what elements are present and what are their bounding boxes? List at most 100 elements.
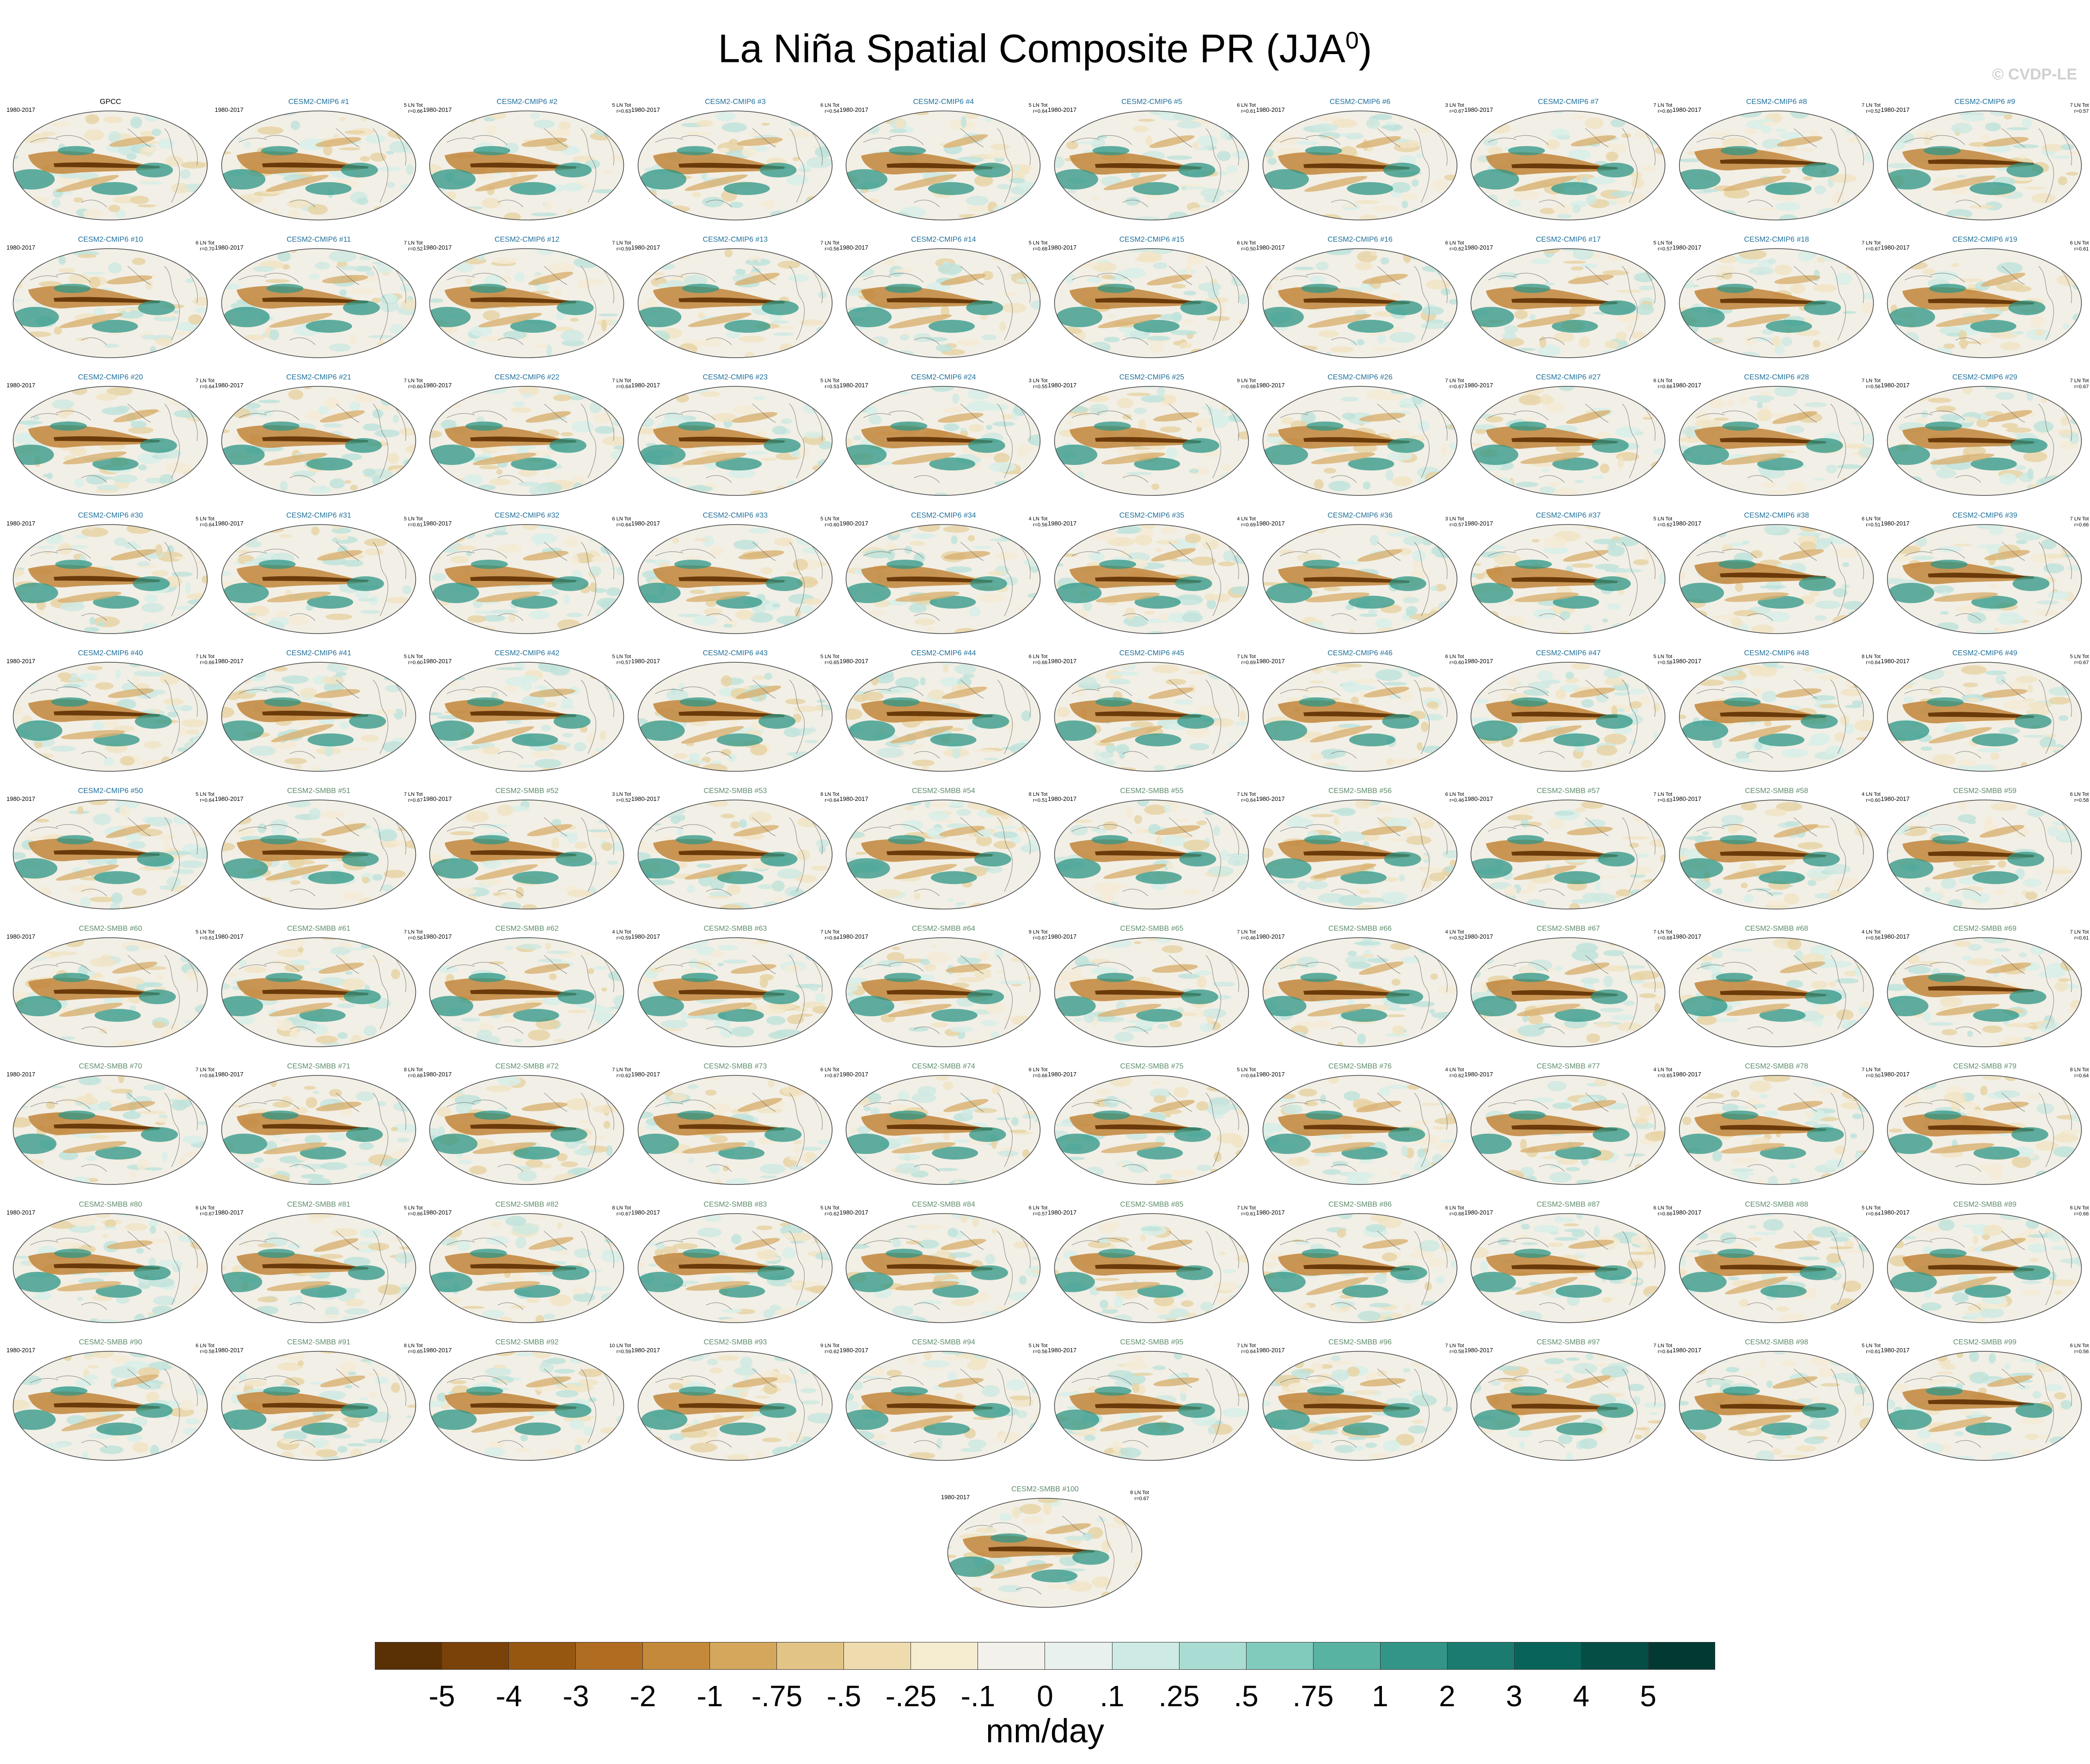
- panel-title: CESM2-SMBB #95: [1120, 1338, 1184, 1346]
- map-panel: CESM2-CMIP6 #32 1980-2017 6 LN Tot r=0.64: [423, 512, 631, 639]
- panel-stats: 5 LN Tot r=0.62: [1653, 516, 1673, 528]
- panel-title: CESM2-SMBB #94: [911, 1338, 975, 1346]
- panel-stats: 3 LN Tot r=0.57: [1445, 516, 1464, 528]
- colorbar-tick-label: -.25: [885, 1679, 937, 1713]
- panel-period: 1980-2017: [423, 1071, 452, 1078]
- title-text: La Niña Spatial Composite PR (JJA: [718, 26, 1345, 71]
- map-panel: CESM2-CMIP6 #21 1980-2017 7 LN Tot r=0.60: [215, 373, 423, 501]
- panel-title: CESM2-SMBB #96: [1328, 1338, 1392, 1346]
- panel-title: CESM2-SMBB #87: [1536, 1200, 1600, 1209]
- panel-map: [845, 524, 1041, 635]
- panel-period: 1980-2017: [6, 1071, 36, 1078]
- panel-stats: 4 LN Tot r=0.60: [1862, 792, 1881, 803]
- panel-map: [12, 385, 208, 496]
- panel-title: CESM2-CMIP6 #34: [911, 511, 976, 519]
- colorbar-swatch: [1045, 1642, 1112, 1670]
- map-panel: CESM2-CMIP6 #25 1980-2017 9 LN Tot r=0.68: [1048, 373, 1256, 501]
- panel-title: CESM2-CMIP6 #7: [1538, 98, 1599, 106]
- map-panel: CESM2-CMIP6 #41 1980-2017 5 LN Tot r=0.60: [215, 649, 423, 776]
- panel-map: [428, 661, 625, 772]
- panel-map: [1678, 937, 1875, 1048]
- panel-period: 1980-2017: [1464, 382, 1493, 389]
- panel-period: 1980-2017: [214, 382, 244, 389]
- panel-title: CESM2-SMBB #83: [703, 1200, 767, 1209]
- colorbar-tick-label: -1: [697, 1679, 723, 1713]
- panel-period: 1980-2017: [1048, 657, 1077, 665]
- panel-map: [1886, 799, 2083, 910]
- colorbar-swatch: [911, 1642, 978, 1670]
- panel-title: CESM2-SMBB #80: [79, 1200, 142, 1209]
- panel-stats: 8 LN Tot r=0.64: [1862, 653, 1881, 665]
- panel-period: 1980-2017: [839, 382, 868, 389]
- panel-period: 1980-2017: [631, 657, 660, 665]
- panel-map: [1470, 937, 1666, 1048]
- panel-period: 1980-2017: [1048, 244, 1077, 251]
- panel-map: [1886, 248, 2083, 359]
- panel-title: CESM2-SMBB #66: [1328, 925, 1392, 933]
- panel-stats: 7 LN Tot r=0.56: [820, 240, 839, 252]
- panel-map: [1053, 1350, 1250, 1461]
- panel-period: 1980-2017: [1672, 519, 1701, 527]
- colorbar-tick-label: 3: [1506, 1679, 1522, 1713]
- panel-period: 1980-2017: [631, 1071, 660, 1078]
- panel-map: [1053, 385, 1250, 496]
- panel-period: 1980-2017: [1672, 795, 1701, 802]
- panel-map: [1678, 1350, 1875, 1461]
- map-panel: CESM2-CMIP6 #13 1980-2017 7 LN Tot r=0.56: [631, 236, 839, 363]
- map-panel: CESM2-SMBB #73 1980-2017 6 LN Tot r=0.67: [631, 1062, 839, 1190]
- panel-map: [12, 1074, 208, 1185]
- panel-stats: 3 LN Tot r=0.55: [1028, 378, 1048, 390]
- panel-period: 1980-2017: [1672, 106, 1701, 113]
- panel-period: 1980-2017: [423, 519, 452, 527]
- panel-period: 1980-2017: [1464, 1209, 1493, 1216]
- panel-title: CESM2-SMBB #53: [703, 787, 767, 795]
- panel-map: [220, 1350, 417, 1461]
- map-panel: CESM2-CMIP6 #49 1980-2017 5 LN Tot r=0.67: [1881, 649, 2089, 776]
- panel-title: CESM2-CMIP6 #18: [1744, 236, 1809, 244]
- panel-map: [637, 524, 833, 635]
- panel-title: CESM2-CMIP6 #25: [1119, 373, 1185, 382]
- panel-period: 1980-2017: [1464, 1346, 1493, 1354]
- panel-period: 1980-2017: [1881, 657, 1910, 665]
- colorbar-tick-label: .5: [1234, 1679, 1259, 1713]
- panel-stats: 9 LN Tot r=0.68: [1237, 378, 1256, 390]
- panel-period: 1980-2017: [1464, 933, 1493, 940]
- panel-period: 1980-2017: [839, 795, 868, 802]
- panel-title: CESM2-CMIP6 #29: [1952, 373, 2017, 382]
- panel-stats: 7 LN Tot r=0.67: [403, 792, 423, 803]
- map-panel: CESM2-CMIP6 #5 1980-2017 6 LN Tot r=0.61: [1048, 98, 1256, 225]
- panel-map: [1886, 1213, 2083, 1324]
- colorbar-swatch: [1648, 1642, 1715, 1670]
- panel-period: 1980-2017: [1881, 1071, 1910, 1078]
- panel-map: [1053, 1074, 1250, 1185]
- panel-map: [220, 799, 417, 910]
- panel-stats: 6 LN Tot r=0.66: [1028, 653, 1048, 665]
- panel-stats: 5 LN Tot r=0.61: [1862, 1343, 1881, 1355]
- colorbar-tick-label: 4: [1573, 1679, 1589, 1713]
- panel-title: CESM2-CMIP6 #32: [494, 511, 560, 519]
- panel-title: CESM2-CMIP6 #9: [1954, 98, 2016, 106]
- panel-title: CESM2-CMIP6 #30: [78, 511, 143, 519]
- panel-map: [1470, 661, 1666, 772]
- panel-period: 1980-2017: [839, 519, 868, 527]
- panel-stats: 5 LN Tot r=0.63: [612, 103, 631, 114]
- map-panel: CESM2-SMBB #70 1980-2017 7 LN Tot r=0.66: [6, 1062, 214, 1190]
- colorbar-tick-label: .75: [1292, 1679, 1334, 1713]
- map-panel: CESM2-SMBB #90 1980-2017 6 LN Tot r=0.58: [6, 1338, 214, 1465]
- panel-title: CESM2-SMBB #71: [287, 1062, 351, 1071]
- colorbar-frame: [375, 1642, 1715, 1670]
- map-panel: CESM2-CMIP6 #6 1980-2017 3 LN Tot r=0.67: [1256, 98, 1464, 225]
- panel-map: [1262, 248, 1458, 359]
- panel-period: 1980-2017: [1256, 657, 1285, 665]
- panel-title: CESM2-SMBB #76: [1328, 1062, 1392, 1071]
- map-panel: CESM2-SMBB #69 1980-2017 7 LN Tot r=0.61: [1881, 925, 2089, 1052]
- panel-title: CESM2-CMIP6 #5: [1121, 98, 1182, 106]
- panel-stats: 6 LN Tot r=0.66: [1028, 1067, 1048, 1079]
- panel-title: CESM2-SMBB #91: [287, 1338, 351, 1346]
- map-panel: CESM2-CMIP6 #23 1980-2017 5 LN Tot r=0.53: [631, 373, 839, 501]
- map-panel: CESM2-SMBB #54 1980-2017 8 LN Tot r=0.51: [839, 787, 1047, 914]
- panel-title: CESM2-CMIP6 #49: [1952, 649, 2017, 657]
- panel-stats: 5 LN Tot r=0.66: [403, 103, 423, 114]
- colorbar-swatch: [1246, 1642, 1314, 1670]
- panel-map: [1470, 1350, 1666, 1461]
